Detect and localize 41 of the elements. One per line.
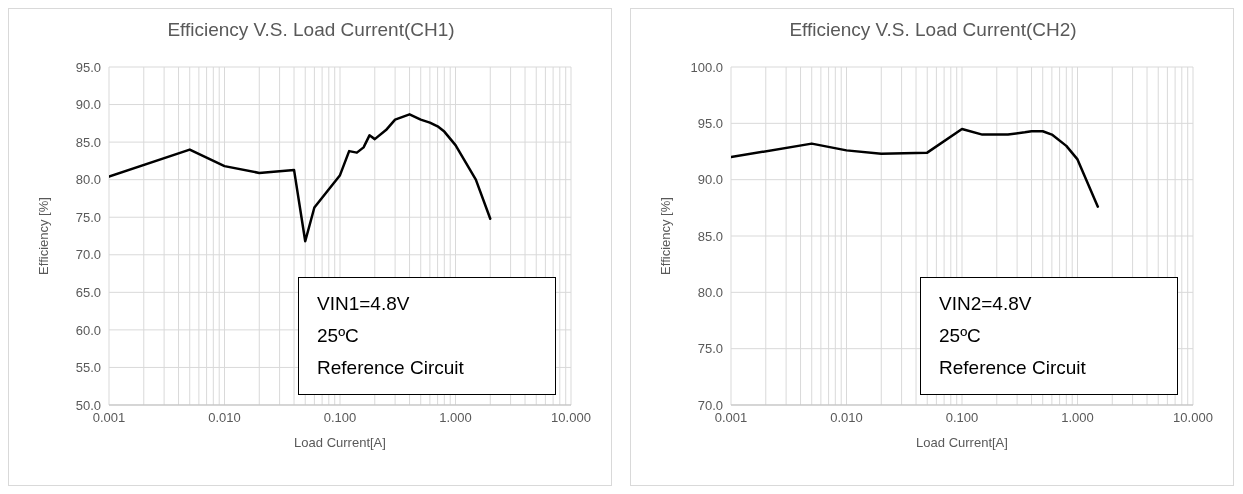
- x-tick-label: 0.001: [714, 410, 748, 426]
- y-tick-label: 85.0: [697, 228, 723, 244]
- annotation: 25ºC: [939, 324, 982, 348]
- y-tick-label: 95.0: [75, 59, 101, 75]
- y-tick-label: 90.0: [697, 172, 723, 188]
- annotation: VIN1=4.8V: [317, 292, 411, 316]
- x-tick-label: 0.010: [830, 410, 863, 426]
- y-tick-label: 50.0: [75, 397, 101, 413]
- y-tick-label: 90.0: [75, 97, 101, 113]
- x-tick-label: 1.000: [439, 410, 472, 426]
- y-tick-label: 60.0: [75, 322, 101, 338]
- y-tick-label: 80.0: [75, 172, 101, 188]
- x-tick-label: 0.100: [945, 410, 979, 426]
- x-tick-label: 0.010: [208, 410, 241, 426]
- y-tick-label: 95.0: [697, 115, 723, 131]
- y-tick-label: 70.0: [75, 247, 101, 263]
- chart-title: Efficiency V.S. Load Current(CH1): [166, 19, 456, 41]
- x-axis-title: Load Current[A]: [294, 435, 386, 450]
- annotation: Reference Circuit: [939, 356, 1087, 380]
- annotation: Reference Circuit: [317, 356, 465, 380]
- chart-title: Efficiency V.S. Load Current(CH2): [788, 19, 1078, 41]
- y-tick-label: 65.0: [75, 284, 101, 300]
- y-axis-title: Efficiency [%]: [35, 197, 51, 275]
- x-tick-label: 10.000: [551, 410, 591, 426]
- x-axis-title: Load Current[A]: [916, 435, 1008, 450]
- y-tick-label: 85.0: [75, 134, 101, 150]
- y-tick-label: 80.0: [697, 284, 723, 300]
- note-box: VIN2=4.8V 25ºC Reference Circuit: [920, 277, 1178, 395]
- x-tick-label: 0.001: [92, 410, 126, 426]
- y-axis-title: Efficiency [%]: [657, 197, 673, 275]
- annotation: 25ºC: [317, 324, 360, 348]
- y-tick-label: 70.0: [697, 397, 723, 413]
- y-tick-label: 75.0: [697, 341, 723, 357]
- y-tick-label: 55.0: [75, 360, 101, 376]
- x-tick-label: 1.000: [1061, 410, 1094, 426]
- y-tick-label: 100.0: [690, 59, 723, 75]
- x-tick-label: 10.000: [1173, 410, 1213, 426]
- annotation: VIN2=4.8V: [939, 292, 1033, 316]
- note-box: VIN1=4.8V 25ºC Reference Circuit: [298, 277, 556, 395]
- x-tick-label: 0.100: [323, 410, 357, 426]
- y-tick-label: 75.0: [75, 209, 101, 225]
